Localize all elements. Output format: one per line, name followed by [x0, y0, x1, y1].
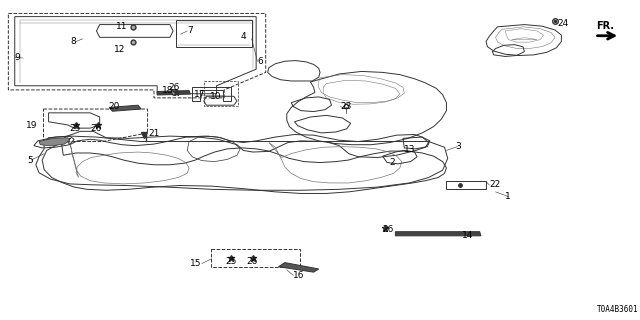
Text: 6: 6: [257, 57, 263, 66]
Text: 5: 5: [28, 156, 33, 164]
Text: 26: 26: [168, 83, 179, 92]
Text: 26: 26: [90, 124, 102, 133]
Polygon shape: [109, 105, 141, 111]
Text: 13: 13: [404, 145, 416, 154]
Text: 8: 8: [70, 37, 76, 46]
Polygon shape: [39, 138, 70, 146]
Text: 1: 1: [505, 192, 511, 201]
Text: 22: 22: [489, 180, 500, 189]
Text: 4: 4: [240, 32, 246, 41]
Text: 7: 7: [187, 27, 193, 36]
Text: 2: 2: [389, 158, 395, 167]
Text: 14: 14: [462, 231, 473, 240]
Text: 9: 9: [15, 53, 20, 62]
Text: 26: 26: [383, 225, 394, 234]
Text: 3: 3: [456, 142, 461, 151]
Text: 18: 18: [162, 86, 173, 95]
Text: 23: 23: [340, 102, 352, 111]
Polygon shape: [278, 263, 319, 272]
Text: 16: 16: [293, 271, 305, 280]
Text: 26: 26: [246, 257, 258, 266]
Polygon shape: [396, 232, 481, 236]
Polygon shape: [157, 91, 190, 95]
Text: 21: 21: [149, 129, 160, 138]
Text: 19: 19: [26, 121, 38, 130]
Text: 10: 10: [210, 92, 221, 101]
Text: 12: 12: [115, 44, 125, 54]
Text: 24: 24: [557, 19, 569, 28]
Text: 15: 15: [190, 259, 202, 268]
Text: T0A4B3601: T0A4B3601: [596, 305, 638, 314]
Text: 11: 11: [116, 22, 127, 31]
Text: FR.: FR.: [596, 21, 614, 31]
Text: 20: 20: [108, 102, 119, 111]
Text: 25: 25: [225, 257, 237, 266]
Text: 25: 25: [70, 124, 81, 133]
Text: 17: 17: [193, 90, 205, 99]
